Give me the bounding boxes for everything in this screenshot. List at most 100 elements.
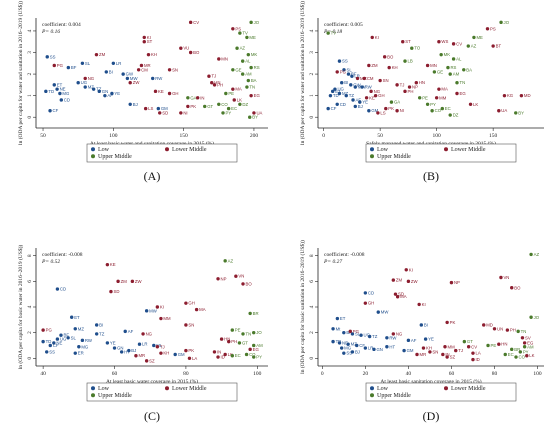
x-axis-title: Safely managed water and sanitation cove… <box>366 140 496 147</box>
data-point <box>362 76 367 81</box>
data-point <box>151 76 155 81</box>
panel-label: (D) <box>423 409 440 423</box>
point-label: ZW <box>133 80 141 85</box>
point-label: AF <box>356 97 362 102</box>
data-point <box>128 102 132 106</box>
point-label: KI <box>409 267 413 272</box>
data-point <box>142 40 146 44</box>
data-point <box>104 70 109 74</box>
data-point <box>485 27 490 31</box>
point-label: CF <box>359 343 365 348</box>
point-label: CM <box>141 67 148 72</box>
legend-label: Upper Middle <box>377 393 411 399</box>
data-point <box>121 72 125 76</box>
legend-marker <box>91 386 95 391</box>
data-point <box>159 316 163 321</box>
data-point <box>210 81 214 85</box>
data-point <box>216 355 220 359</box>
legend-label: Upper Middle <box>98 154 132 160</box>
data-point <box>385 336 389 340</box>
point-label: LK <box>473 102 478 107</box>
point-label: GE <box>235 67 241 72</box>
point-label: HN <box>214 80 220 85</box>
data-point <box>244 352 249 357</box>
x-tick-label: 100 <box>253 371 262 377</box>
point-label: NG <box>396 331 403 336</box>
point-label: EC <box>231 106 237 111</box>
point-label: PS <box>490 26 496 31</box>
data-point <box>367 63 371 68</box>
y-tick-label: 0 <box>309 116 315 119</box>
point-label: CF <box>53 343 59 348</box>
data-point <box>245 35 249 40</box>
point-label: UG <box>60 337 67 342</box>
panel-a-chart: 50 100 150 200 0 1 2 3 4 At least basic water and… <box>17 1 268 183</box>
point-label: SL <box>355 331 361 336</box>
data-point <box>231 68 235 72</box>
data-point <box>238 102 242 106</box>
x-tick-label: 0 <box>322 133 325 139</box>
data-point <box>188 20 193 25</box>
p-value-text: P= 0.52 <box>41 259 60 265</box>
data-point <box>335 316 340 321</box>
data-point <box>466 44 470 48</box>
point-label: EG <box>254 93 261 98</box>
data-point <box>402 348 406 353</box>
legend-label: Upper Middle <box>98 393 132 399</box>
point-label: TZ <box>99 331 105 336</box>
legend-marker <box>444 147 448 152</box>
data-point <box>360 85 364 89</box>
data-point <box>404 268 408 272</box>
point-label: PE <box>228 91 234 96</box>
data-point <box>337 59 342 63</box>
point-label: TD <box>48 89 54 94</box>
point-label: MG <box>62 91 70 96</box>
data-point <box>232 98 236 102</box>
point-label: GT <box>467 339 473 344</box>
legend: Low Lower Middle Upper Middle <box>365 143 517 163</box>
point-label: LK <box>529 353 534 358</box>
point-label: TN <box>459 80 465 85</box>
data-point <box>252 343 256 348</box>
data-point <box>207 74 211 78</box>
y-tick-label: 6 <box>309 280 315 283</box>
point-label: AM <box>453 72 460 77</box>
y-tick-label: 8 <box>27 254 33 257</box>
point-label: CO <box>519 355 526 360</box>
y-tick-label: 4 <box>27 305 33 308</box>
x-tick-label: 150 <box>180 133 189 139</box>
data-point <box>77 345 81 349</box>
point-label: KE <box>369 95 375 100</box>
data-point <box>219 337 224 341</box>
data-point <box>139 63 144 68</box>
point-label: CV <box>456 41 462 46</box>
data-point <box>522 345 527 349</box>
point-label: AM <box>256 343 263 348</box>
point-label: GH <box>188 301 194 306</box>
data-point <box>241 282 245 286</box>
data-point <box>403 59 407 63</box>
data-point <box>342 68 346 72</box>
point-label: PY <box>430 102 436 107</box>
data-point <box>119 350 124 354</box>
point-label: ZW <box>135 279 143 284</box>
data-point <box>331 339 335 344</box>
x-tick-label: 20 <box>363 371 369 377</box>
y-tick-label: 3 <box>27 51 33 54</box>
point-label: EG <box>459 91 466 96</box>
data-point <box>451 57 456 61</box>
point-label: GN <box>376 347 382 352</box>
point-label: TN <box>246 331 252 336</box>
point-label: LB <box>408 59 413 64</box>
y-tick-label: 4 <box>309 305 315 308</box>
point-label: Mt <box>336 326 342 331</box>
data-point <box>241 332 245 336</box>
data-point <box>143 106 148 111</box>
point-label: MR <box>138 353 145 358</box>
point-label: AZ <box>240 46 246 51</box>
point-label: BI <box>344 80 348 85</box>
data-point <box>246 52 251 57</box>
data-point <box>94 332 99 336</box>
point-label: TZ <box>349 93 355 98</box>
y-tick-label: 8 <box>309 254 315 257</box>
